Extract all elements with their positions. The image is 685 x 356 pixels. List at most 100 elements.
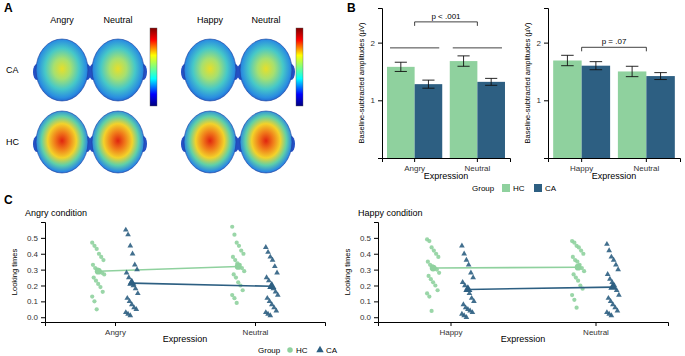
data-point bbox=[241, 288, 245, 292]
mean-point bbox=[127, 278, 136, 286]
topomap-column-label: Happy bbox=[197, 15, 224, 25]
legend-swatch bbox=[534, 184, 542, 192]
annotation: p = .07 bbox=[602, 37, 627, 46]
bar bbox=[450, 61, 478, 158]
data-point bbox=[470, 274, 476, 279]
x-tick-label: Neutral bbox=[243, 328, 269, 337]
topomap-column-label: Angry bbox=[50, 15, 74, 25]
x-axis-line bbox=[383, 159, 511, 163]
y-axis-title: Baseline-subtracted amplitudes (µV) bbox=[523, 22, 532, 144]
x-axis-line bbox=[46, 323, 326, 327]
head-map bbox=[184, 111, 236, 173]
head-map bbox=[92, 111, 144, 173]
y-tick: 2 bbox=[537, 39, 548, 48]
data-point bbox=[274, 270, 280, 275]
data-point bbox=[471, 298, 477, 303]
data-point bbox=[230, 225, 234, 229]
mean-line bbox=[132, 283, 272, 286]
legend-label: CA bbox=[545, 184, 557, 193]
mean-point bbox=[267, 281, 276, 289]
y-tick: 0.5 bbox=[360, 234, 378, 243]
legend-title: Group bbox=[472, 184, 495, 193]
data-point bbox=[101, 258, 105, 262]
y-tick-label: 2 bbox=[371, 39, 376, 48]
y-tick-label: 1 bbox=[537, 96, 542, 105]
data-point bbox=[232, 296, 236, 300]
data-point bbox=[267, 312, 273, 317]
data-point bbox=[95, 247, 99, 251]
data-point bbox=[606, 247, 612, 252]
mean-line bbox=[98, 266, 238, 271]
y-tick: 0.2 bbox=[360, 282, 378, 291]
data-point bbox=[427, 239, 431, 243]
chart-title: Happy condition bbox=[358, 208, 423, 218]
y-tick: 0.2 bbox=[27, 282, 45, 291]
data-point bbox=[135, 290, 141, 295]
data-point bbox=[273, 308, 279, 313]
topomap-column-label: Neutral bbox=[103, 15, 132, 25]
y-tick-label: 0.1 bbox=[360, 297, 372, 306]
significance-bracket bbox=[582, 47, 647, 51]
x-axis-title: Expression bbox=[163, 334, 208, 344]
y-tick-mark bbox=[374, 254, 378, 255]
data-point bbox=[427, 294, 431, 298]
data-point bbox=[615, 308, 621, 313]
panel-label: C bbox=[4, 193, 13, 207]
data-point bbox=[466, 262, 472, 267]
head-map bbox=[240, 111, 292, 173]
y-axis-title: Looking times bbox=[10, 249, 19, 296]
data-point bbox=[125, 231, 131, 236]
y-tick-label: 0.5 bbox=[360, 234, 372, 243]
legend-symbol bbox=[316, 346, 323, 352]
x-tick-label: Neutral bbox=[464, 164, 490, 173]
bar bbox=[553, 61, 581, 159]
x-tick: Angry bbox=[404, 158, 425, 173]
data-point bbox=[581, 252, 585, 256]
y-axis-line bbox=[374, 223, 379, 323]
y-tick-mark bbox=[41, 301, 45, 302]
figure: ABCAngryNeutralHappyNeutralCAHC12AngryNe… bbox=[0, 0, 685, 356]
y-axis-title: Looking times bbox=[343, 249, 352, 296]
x-tick-mark bbox=[596, 322, 597, 326]
x-axis-title: Expression bbox=[592, 171, 637, 181]
y-tick-mark bbox=[41, 317, 45, 318]
data-point bbox=[124, 270, 130, 275]
mean-line bbox=[433, 266, 578, 268]
topomap-row-label: HC bbox=[6, 137, 19, 147]
y-axis-title: Baseline-subtracted amplitudes (µV) bbox=[357, 22, 366, 144]
x-axis-line bbox=[549, 159, 681, 163]
panel-label: B bbox=[347, 1, 356, 15]
mean-point bbox=[95, 268, 102, 275]
data-point bbox=[132, 262, 138, 267]
y-tick-label: 0.5 bbox=[27, 234, 39, 243]
head-map bbox=[36, 111, 88, 173]
data-point bbox=[572, 298, 576, 302]
y-tick-mark bbox=[378, 100, 382, 101]
legend: GroupHCCA bbox=[472, 184, 557, 193]
x-tick: Angry bbox=[105, 322, 126, 337]
y-axis: 0.00.10.20.30.40.5 bbox=[360, 223, 379, 323]
x-tick: Neutral bbox=[464, 158, 490, 173]
data-point bbox=[470, 309, 476, 314]
data-point bbox=[102, 272, 106, 276]
error-bar bbox=[654, 73, 667, 80]
data-point bbox=[576, 279, 580, 283]
bar bbox=[415, 84, 443, 158]
error-bar bbox=[422, 80, 434, 88]
data-point bbox=[611, 257, 617, 262]
y-axis-line bbox=[378, 9, 383, 159]
y-tick-label: 0.1 bbox=[27, 297, 39, 306]
head-map bbox=[36, 39, 88, 101]
data-point bbox=[123, 227, 129, 232]
plot-area bbox=[387, 56, 505, 158]
mean-point bbox=[430, 265, 437, 272]
y-tick-mark bbox=[544, 100, 548, 101]
y-tick-mark bbox=[41, 270, 45, 271]
x-tick-label: Neutral bbox=[583, 328, 609, 337]
plot-area bbox=[425, 237, 622, 319]
data-point bbox=[98, 285, 102, 289]
y-tick-mark bbox=[374, 301, 378, 302]
data-point bbox=[615, 266, 621, 271]
y-tick-mark bbox=[374, 317, 378, 318]
y-tick: 0.4 bbox=[27, 250, 45, 259]
